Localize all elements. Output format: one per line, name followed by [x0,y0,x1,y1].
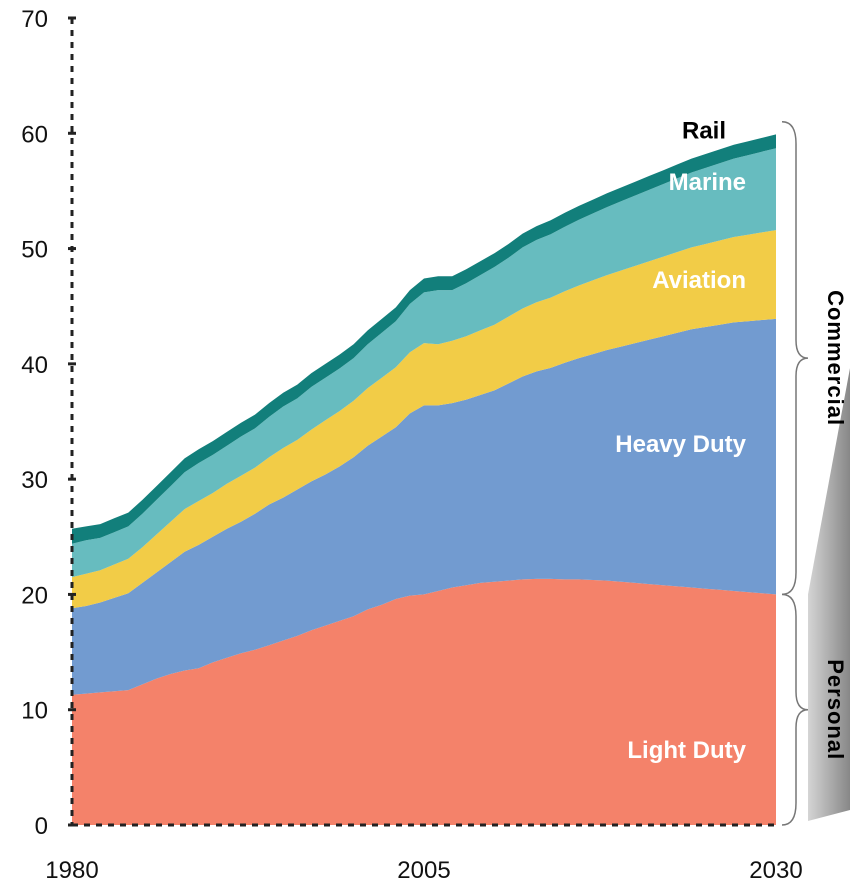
area-aviation [72,230,776,609]
area-light-duty [72,578,776,825]
bracket-label-personal: Personal [823,659,848,760]
x-tick-label: 1980 [45,857,98,884]
bracket-label-commercial: Commercial [823,290,848,426]
series-labels: Light Duty Heavy Duty Aviation Marine Rail [615,117,746,763]
label-marine: Marine [669,169,746,196]
callout-wedge [808,368,850,821]
areas-layer [72,134,776,825]
label-aviation: Aviation [652,267,746,294]
label-rail: Rail [682,117,726,144]
y-tick-label: 20 [21,582,48,609]
y-tick-label: 50 [21,237,48,264]
area-heavy-duty [72,318,776,695]
y-tick-label: 30 [21,467,48,494]
y-tick-label: 60 [21,121,48,148]
y-tick-label: 0 [35,813,48,840]
bracket-commercial [781,121,809,596]
x-tick-label: 2030 [749,857,802,884]
y-tick-label: 10 [21,698,48,725]
label-heavy-duty: Heavy Duty [615,431,746,458]
area-marine [72,148,776,578]
group-brackets: Commercial Personal [781,121,850,826]
y-tick-label: 70 [21,6,48,33]
x-tick-label: 2005 [397,857,450,884]
y-tick-label: 40 [21,352,48,379]
area-rail [72,134,776,544]
label-light-duty: Light Duty [627,737,746,764]
bracket-personal [781,593,809,826]
